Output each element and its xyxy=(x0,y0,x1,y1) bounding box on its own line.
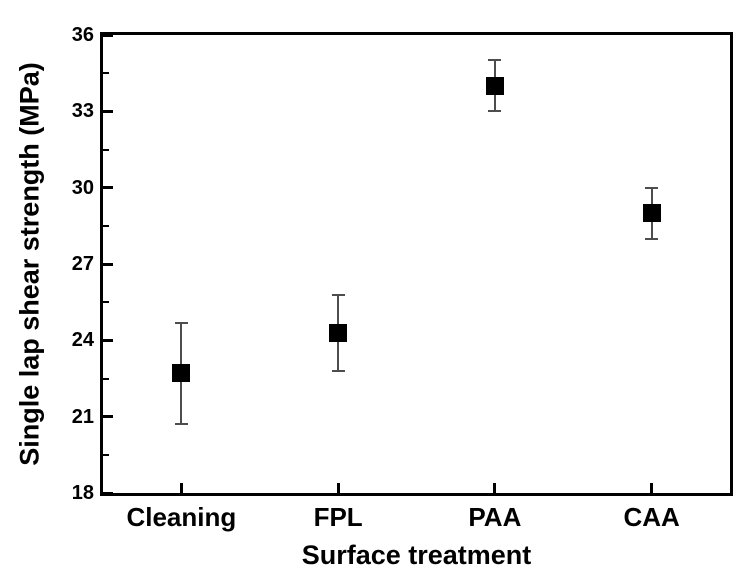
error-bar-cap-bottom xyxy=(488,110,502,113)
data-point-marker xyxy=(642,204,661,223)
y-major-tick xyxy=(103,186,113,190)
data-point-marker xyxy=(329,323,348,342)
error-bar-cap-top xyxy=(645,186,659,189)
y-minor-tick xyxy=(103,377,109,380)
y-major-tick xyxy=(103,491,113,495)
error-bar-cap-bottom xyxy=(174,423,188,426)
x-major-tick xyxy=(493,483,497,493)
data-point-marker xyxy=(485,76,504,95)
y-tick-label: 33 xyxy=(71,100,94,123)
x-major-tick xyxy=(650,483,654,493)
error-bar-cap-top xyxy=(488,59,502,62)
y-major-tick xyxy=(103,109,113,113)
x-major-tick xyxy=(179,483,183,493)
y-major-tick xyxy=(103,415,113,419)
x-category-label: Cleaning xyxy=(126,502,237,532)
y-minor-tick xyxy=(103,301,109,304)
y-major-tick xyxy=(103,338,113,342)
y-tick-label: 30 xyxy=(71,176,94,199)
x-axis-title: Surface treatment xyxy=(301,540,532,570)
x-category-label: CAA xyxy=(623,502,680,532)
y-major-tick xyxy=(103,262,113,266)
error-bar-cap-bottom xyxy=(645,237,659,240)
data-point-marker xyxy=(172,364,191,383)
x-major-tick xyxy=(336,483,340,493)
y-minor-tick xyxy=(103,224,109,227)
error-bar-cap-bottom xyxy=(331,369,345,372)
y-tick-label: 36 xyxy=(71,24,94,46)
error-bar-cap-top xyxy=(174,321,188,324)
x-category-label: PAA xyxy=(468,502,522,532)
y-tick-label: 24 xyxy=(71,329,94,352)
y-tick-label: 18 xyxy=(71,482,94,504)
error-bar-cap-top xyxy=(331,293,345,296)
y-tick-label: 27 xyxy=(71,253,94,275)
y-minor-tick xyxy=(103,148,109,151)
y-minor-tick xyxy=(103,72,109,75)
plot-area xyxy=(100,32,733,496)
x-category-label: FPL xyxy=(313,502,363,532)
y-tick-label: 21 xyxy=(71,405,94,428)
y-minor-tick xyxy=(103,453,109,456)
y-major-tick xyxy=(103,33,113,37)
